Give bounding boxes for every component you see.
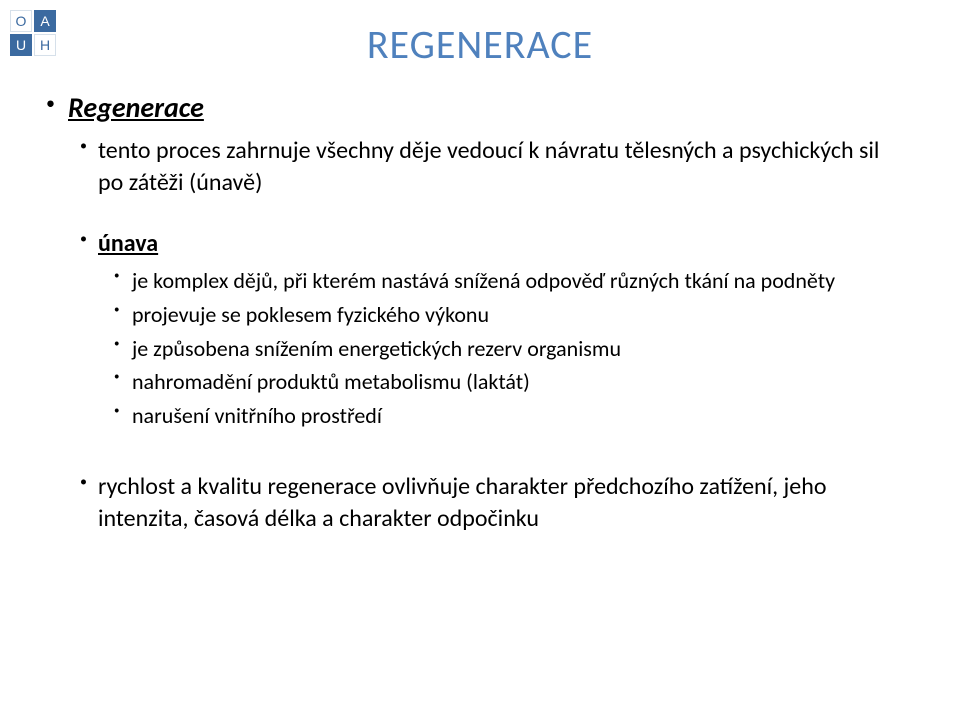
headword-regenerace: Regenerace (68, 90, 204, 125)
bullet-unava-item: narušení vnitřního prostředí (40, 401, 900, 431)
bullet-rychlost: rychlost a kvalitu regenerace ovlivňuje … (40, 471, 900, 536)
bullet-unava-item: nahromadění produktů metabolismu (laktát… (40, 367, 900, 397)
bullet-unava-item: projevuje se poklesem fyzického výkonu (40, 300, 900, 330)
section-rychlost: rychlost a kvalitu regenerace ovlivňuje … (40, 471, 900, 536)
section-regenerace: Regenerace tento proces zahrnuje všechny… (40, 90, 900, 200)
section-unava: únava je komplex dějů, při kterém nastáv… (40, 228, 900, 431)
bullet-regenerace-desc: tento proces zahrnuje všechny děje vedou… (40, 135, 900, 200)
headword-unava: únava (98, 229, 158, 258)
slide-title: REGENERACE (0, 20, 960, 69)
bullet-unava-item: je komplex dějů, při kterém nastává sníž… (40, 266, 900, 296)
bullet-unava-head: únava (40, 228, 900, 260)
bullet-unava-item: je způsobena snížením energetických reze… (40, 334, 900, 364)
bullet-regenerace-head: Regenerace (40, 90, 900, 125)
slide-content: Regenerace tento proces zahrnuje všechny… (40, 90, 900, 535)
